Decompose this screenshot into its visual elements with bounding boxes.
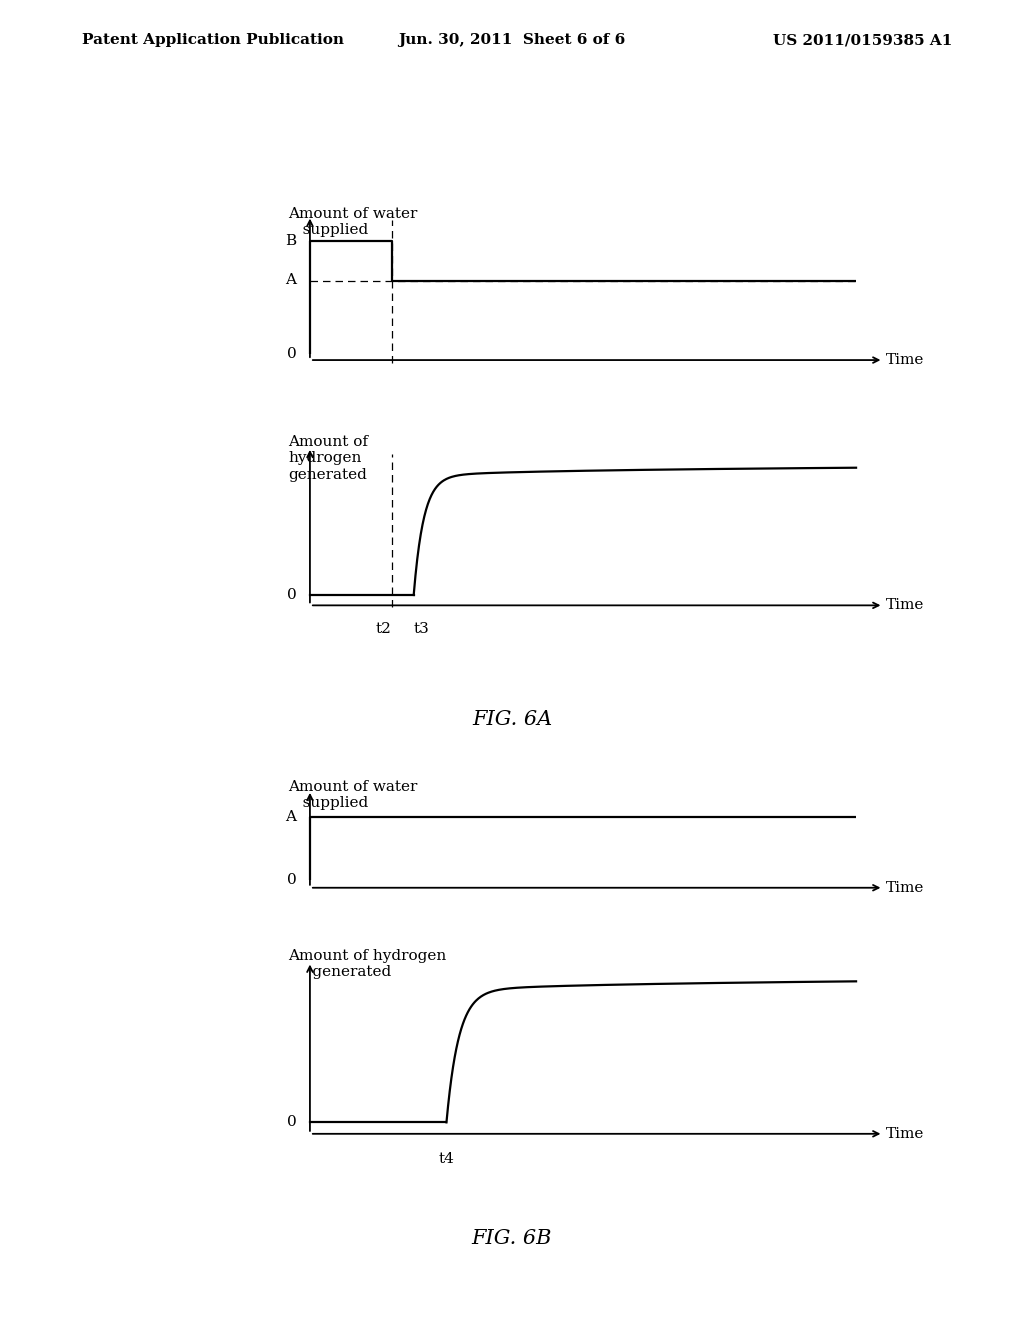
- Text: Time: Time: [886, 880, 925, 895]
- Text: Time: Time: [886, 598, 925, 612]
- Text: 0: 0: [287, 587, 296, 602]
- Text: 0: 0: [287, 347, 296, 362]
- Text: Amount of
hydrogen
generated: Amount of hydrogen generated: [288, 436, 368, 482]
- Text: A: A: [286, 273, 296, 288]
- Text: 0: 0: [287, 1115, 296, 1130]
- Text: Jun. 30, 2011  Sheet 6 of 6: Jun. 30, 2011 Sheet 6 of 6: [398, 33, 626, 48]
- Text: 0: 0: [287, 873, 296, 887]
- Text: Amount of water
   supplied: Amount of water supplied: [288, 780, 418, 810]
- Text: Patent Application Publication: Patent Application Publication: [82, 33, 344, 48]
- Text: US 2011/0159385 A1: US 2011/0159385 A1: [773, 33, 952, 48]
- Text: t3: t3: [414, 622, 429, 636]
- Text: t2: t2: [376, 622, 392, 636]
- Text: t4: t4: [438, 1152, 455, 1166]
- Text: FIG. 6B: FIG. 6B: [472, 1229, 552, 1247]
- Text: FIG. 6A: FIG. 6A: [472, 710, 552, 729]
- Text: Amount of hydrogen
     generated: Amount of hydrogen generated: [288, 949, 446, 978]
- Text: Amount of water
   supplied: Amount of water supplied: [288, 207, 418, 236]
- Text: A: A: [286, 810, 296, 824]
- Text: B: B: [285, 234, 296, 248]
- Text: Time: Time: [886, 1127, 925, 1140]
- Text: Time: Time: [886, 352, 925, 367]
